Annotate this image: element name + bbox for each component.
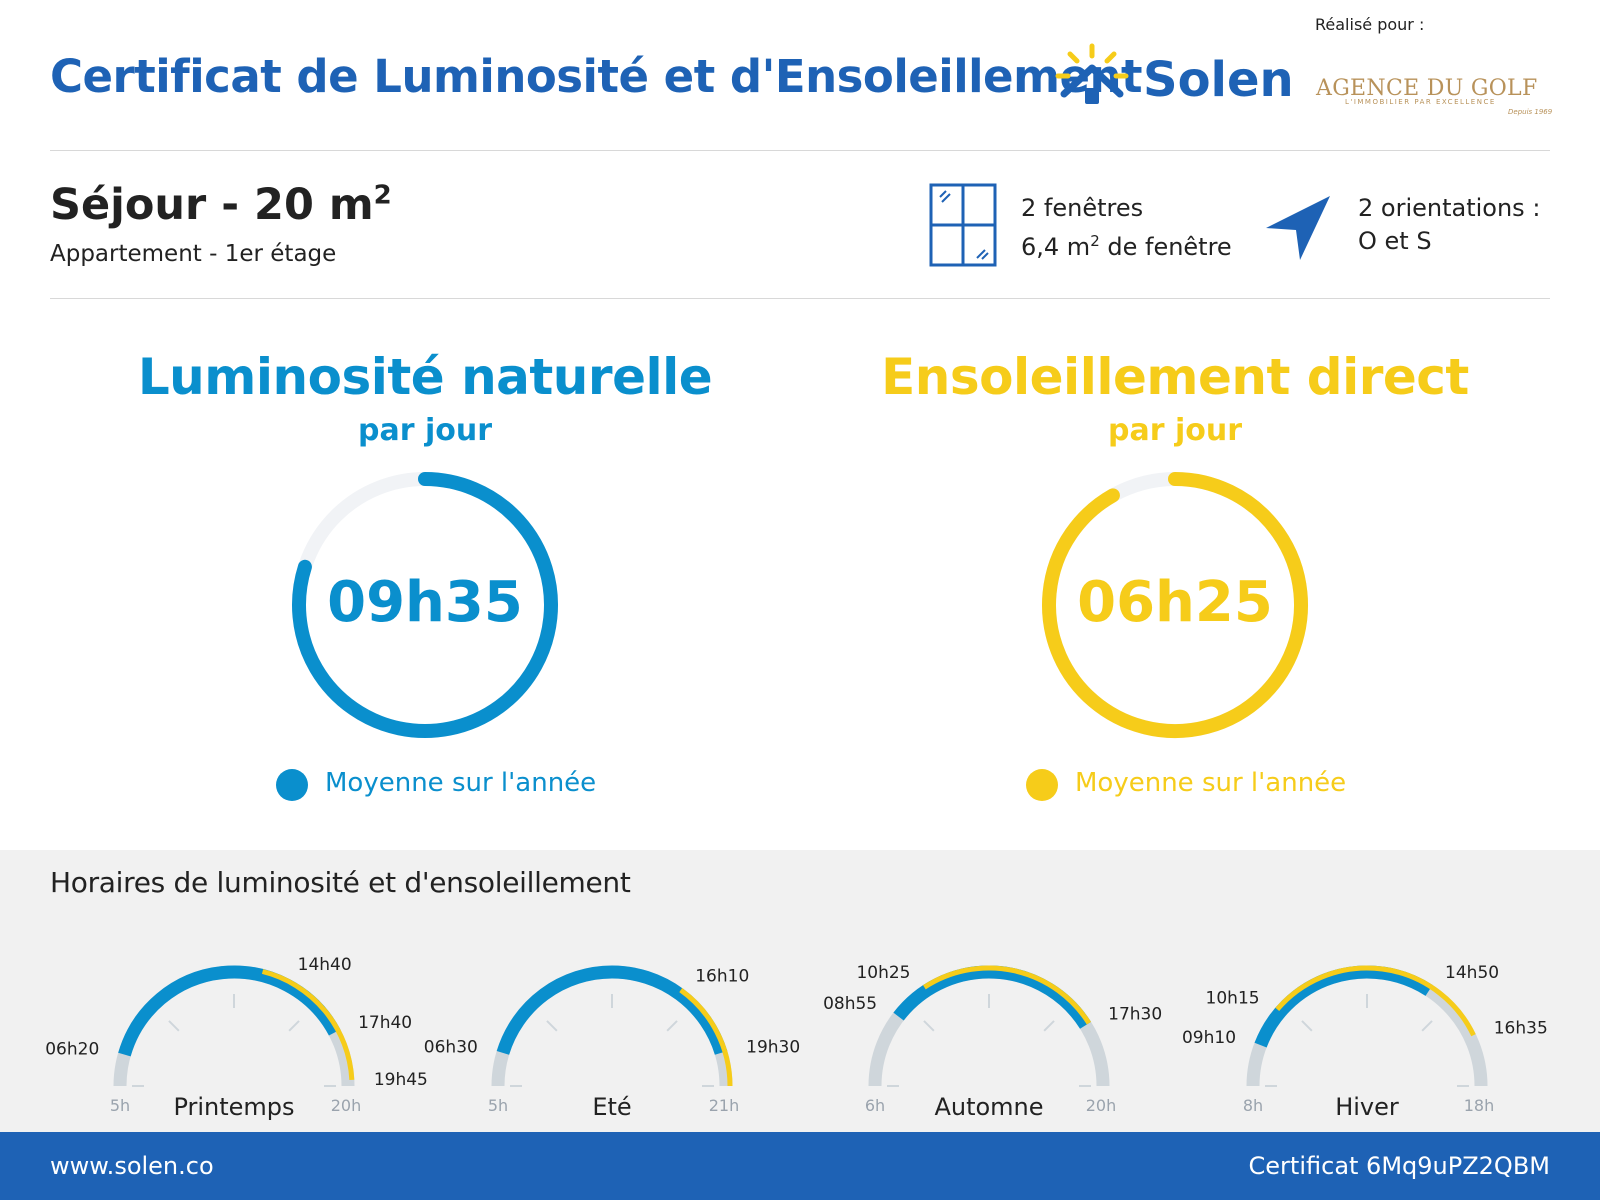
luminosity-donut-arc	[292, 472, 558, 738]
sunshine-subtitle: par jour	[1107, 413, 1242, 448]
gauge-sun-arc	[679, 988, 733, 1087]
sunshine-donut	[1042, 472, 1308, 738]
luminosity-donut	[292, 472, 558, 738]
gauge-light-arc	[496, 965, 728, 1055]
agency-logo-tagline: L'IMMOBILIER PAR EXCELLENCE	[1345, 98, 1496, 106]
gauge-tick	[1421, 1020, 1433, 1032]
sunshine-legend: Moyenne sur l'année	[1075, 768, 1347, 798]
gauge-end-label: 18h	[1464, 1096, 1495, 1115]
gauge-tick	[288, 1020, 300, 1032]
gauge-time-label: 06h20	[45, 1040, 99, 1060]
gauge-season-name: Hiver	[1335, 1093, 1399, 1121]
room-subtitle: Appartement - 1er étage	[50, 241, 337, 267]
gauge-start-label: 8h	[1243, 1096, 1263, 1115]
windows-area-unit: de fenêtre	[1099, 233, 1232, 261]
gauge-time-label: 17h30	[1108, 1005, 1162, 1025]
windows-info: 2 fenêtres 6,4 m2 de fenêtre	[1021, 192, 1232, 264]
gauge-time-label: 10h25	[856, 963, 910, 983]
gauge-end-label: 20h	[1086, 1096, 1117, 1115]
gauge-tick	[923, 1020, 935, 1032]
windows-area-value: 6,4 m	[1021, 233, 1091, 261]
divider	[50, 298, 1550, 299]
orientations-info: 2 orientations : O et S	[1358, 192, 1540, 258]
gauge-time-label: 17h40	[358, 1013, 412, 1033]
gauge-time-label: 16h10	[695, 966, 749, 986]
schedule-gauges: 06h20 14h40 17h40 19h45 5h 20h Printemps 06h30 1…	[45, 955, 1548, 1121]
gauge-sun-arc	[261, 969, 355, 1080]
orientations-count: 2 orientations :	[1358, 194, 1541, 222]
luminosity-subtitle: par jour	[357, 413, 492, 448]
gauge-time-label: 09h10	[1182, 1028, 1236, 1048]
gauge-time-label: 06h30	[424, 1038, 478, 1058]
room-title: Séjour - 20 m2	[50, 180, 392, 230]
compass-arrow-icon	[1266, 196, 1330, 260]
gauge-start-label: 5h	[110, 1096, 130, 1115]
gauge-tick	[666, 1020, 678, 1032]
sunshine-donut-arc	[1042, 472, 1308, 738]
sunshine-legend-dot	[1026, 769, 1058, 801]
agency-logo-since: Depuis 1969	[1508, 108, 1553, 116]
gauge-light-arc	[1254, 965, 1433, 1048]
gauge-time-label: 14h50	[1445, 963, 1499, 983]
windows-area: 6,4 m2 de fenêtre	[1021, 225, 1232, 264]
room-title-text: Séjour - 20 m	[50, 180, 374, 230]
luminosity-title: Luminosité naturelle	[137, 348, 713, 406]
footer-url[interactable]: www.solen.co	[50, 1152, 214, 1180]
gauge-time-label: 10h15	[1206, 989, 1260, 1009]
gauge-track	[491, 965, 733, 1087]
gauge-time-label: 14h40	[298, 955, 352, 975]
gauge-light-arc	[893, 965, 1092, 1029]
gauge-start-label: 6h	[865, 1096, 885, 1115]
brand-name: Solen	[1143, 52, 1294, 108]
gauge-end-label: 20h	[331, 1096, 362, 1115]
gauge-time-label: 16h35	[1494, 1018, 1548, 1038]
sunshine-value: 06h25	[1077, 570, 1273, 635]
gauge-start-label: 5h	[488, 1096, 508, 1115]
gauge-season-name: Printemps	[173, 1093, 294, 1121]
luminosity-legend: Moyenne sur l'année	[325, 768, 597, 798]
page-title: Certificat de Luminosité et d'Ensoleille…	[50, 50, 1143, 103]
window-icon	[929, 183, 997, 267]
agency-logo-name: AGENCE DU GOLF	[1316, 76, 1538, 101]
room-title-sup: 2	[373, 180, 392, 211]
luminosity-legend-dot	[276, 769, 308, 801]
gauge-track	[113, 965, 355, 1087]
gauge-light-arc	[118, 965, 341, 1057]
gauge-time-label: 08h55	[823, 994, 877, 1014]
gauge-time-label: 19h45	[374, 1070, 428, 1090]
gauge-tick	[1301, 1020, 1313, 1032]
footer-bar	[0, 1132, 1600, 1200]
gauge-sun-arc	[1275, 965, 1476, 1037]
schedule-title: Horaires de luminosité et d'ensoleilleme…	[50, 866, 631, 899]
gauge-season-name: Automne	[934, 1093, 1043, 1121]
divider	[50, 150, 1550, 151]
schedule-section	[0, 850, 1600, 1132]
windows-area-sup: 2	[1090, 232, 1100, 250]
gauge-tick	[168, 1020, 180, 1032]
realise-pour-label: Réalisé pour :	[1315, 15, 1425, 34]
sunshine-title: Ensoleillement direct	[881, 348, 1469, 406]
footer-certificate-id: Certificat 6Mq9uPZ2QBM	[1248, 1152, 1550, 1180]
gauge-tick	[546, 1020, 558, 1032]
luminosity-value: 09h35	[327, 570, 523, 635]
gauge-tick	[1043, 1020, 1055, 1032]
windows-count: 2 fenêtres	[1021, 194, 1144, 222]
orientations-list: O et S	[1358, 227, 1432, 255]
gauge-season-name: Eté	[592, 1093, 631, 1121]
gauge-track	[868, 965, 1110, 1087]
sun-house-icon	[1055, 43, 1129, 104]
gauge-end-label: 21h	[709, 1096, 740, 1115]
gauge-time-label: 19h30	[746, 1038, 800, 1058]
gauge-sun-arc	[923, 965, 1092, 1025]
gauge-track	[1246, 965, 1488, 1087]
